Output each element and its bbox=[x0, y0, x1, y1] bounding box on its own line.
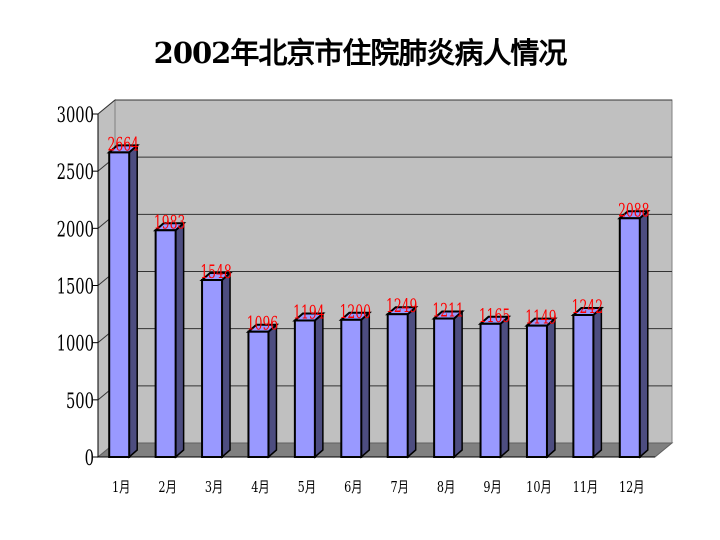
y-tick-label: 2500 bbox=[57, 161, 94, 185]
bar bbox=[570, 306, 605, 459]
y-tick-label: 0 bbox=[85, 446, 94, 470]
bar bbox=[385, 305, 419, 459]
data-label: 1149 bbox=[525, 306, 556, 329]
bar-side bbox=[128, 143, 138, 459]
y-tick-label: 500 bbox=[66, 389, 94, 413]
gridline-side bbox=[97, 99, 116, 115]
x-tick-label: 9月 bbox=[483, 480, 501, 497]
chart-title: 2002年北京市住院肺炎病人情况 bbox=[153, 36, 568, 70]
bar bbox=[524, 316, 558, 459]
bar-side bbox=[221, 271, 231, 459]
bar-front bbox=[525, 324, 548, 459]
bar-side bbox=[592, 306, 603, 459]
data-label: 1211 bbox=[432, 299, 463, 322]
data-label: 1165 bbox=[479, 304, 510, 327]
bar-front bbox=[293, 319, 316, 458]
bar-side bbox=[639, 209, 649, 459]
data-label: 1548 bbox=[200, 260, 231, 283]
x-tick-label: 1月 bbox=[112, 480, 130, 497]
bar-front bbox=[618, 217, 641, 458]
bar-front bbox=[108, 151, 131, 459]
data-label: 1200 bbox=[340, 300, 371, 323]
y-tick-label: 2000 bbox=[57, 218, 94, 242]
x-tick-label: 10月 bbox=[526, 480, 552, 497]
bar-front bbox=[433, 317, 456, 458]
bar-front bbox=[479, 322, 502, 458]
x-tick-label: 6月 bbox=[344, 480, 362, 497]
data-label: 2664 bbox=[107, 133, 138, 156]
x-tick-label: 4月 bbox=[251, 480, 269, 497]
bar-side bbox=[499, 315, 510, 459]
bar bbox=[245, 323, 280, 459]
bar-front bbox=[154, 229, 177, 458]
bar-side bbox=[360, 311, 371, 459]
bar bbox=[338, 311, 372, 459]
data-label: 1194 bbox=[293, 301, 324, 324]
bar-front bbox=[386, 313, 409, 458]
bar-side bbox=[314, 311, 324, 459]
bar-front bbox=[201, 279, 224, 458]
x-tick-label: 7月 bbox=[391, 480, 409, 497]
y-tick-label: 1000 bbox=[57, 332, 94, 356]
bar-side bbox=[174, 221, 185, 459]
x-tick-label: 3月 bbox=[205, 480, 223, 497]
bar bbox=[152, 221, 187, 459]
bar bbox=[617, 209, 651, 459]
x-tick-label: 11月 bbox=[573, 480, 599, 497]
x-tick-label: 2月 bbox=[158, 480, 176, 497]
bar-front bbox=[572, 313, 595, 458]
bar-front bbox=[340, 318, 363, 458]
bar bbox=[431, 309, 465, 459]
x-tick-label: 12月 bbox=[619, 480, 645, 497]
bar bbox=[199, 271, 233, 459]
x-tick-label: 5月 bbox=[298, 480, 316, 497]
data-label: 1242 bbox=[572, 295, 603, 318]
data-label: 1249 bbox=[386, 294, 417, 317]
data-label: 2088 bbox=[618, 198, 649, 221]
bar-front bbox=[247, 330, 270, 459]
x-tick-label: 8月 bbox=[437, 480, 455, 497]
bar bbox=[477, 315, 512, 459]
bar-side bbox=[453, 309, 463, 459]
bar bbox=[292, 311, 326, 459]
bar-side bbox=[406, 305, 417, 459]
y-tick-label: 1500 bbox=[57, 275, 94, 299]
bar-side bbox=[546, 316, 556, 459]
y-tick-label: 3000 bbox=[57, 103, 94, 127]
data-label: 1983 bbox=[154, 210, 185, 233]
bar bbox=[106, 143, 140, 459]
data-label: 1096 bbox=[247, 312, 278, 335]
bar-side bbox=[267, 323, 278, 459]
